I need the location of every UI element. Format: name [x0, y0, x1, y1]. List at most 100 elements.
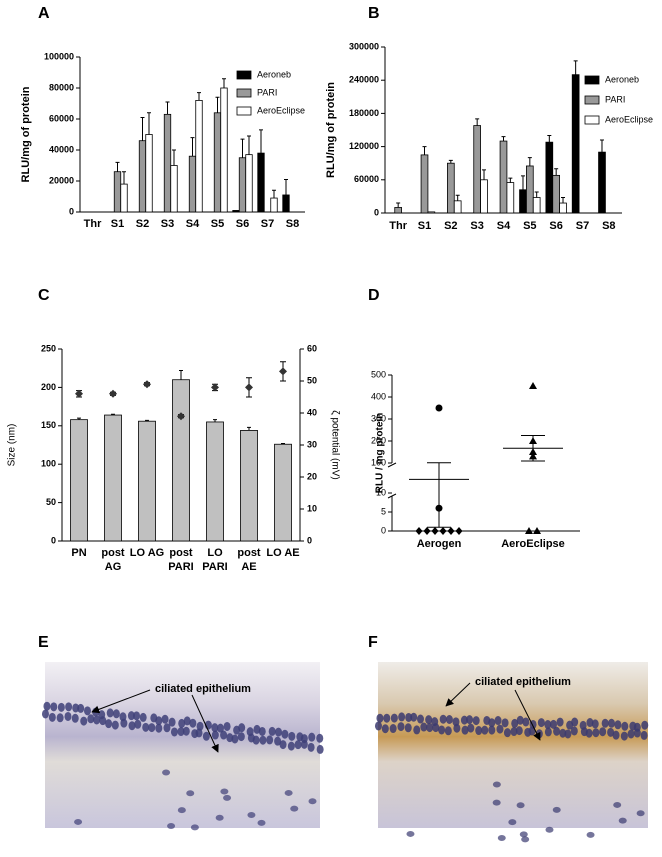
- nucleus: [475, 726, 483, 736]
- nucleus: [211, 723, 219, 733]
- nucleus: [511, 718, 519, 728]
- nucleus: [492, 781, 501, 788]
- error-bar: [197, 92, 201, 101]
- nucleus: [461, 725, 469, 735]
- nucleus: [481, 725, 489, 735]
- nucleus: [294, 740, 302, 750]
- legend-label: Aeroneb: [605, 74, 639, 84]
- image-f: ciliated epithelium F: [368, 634, 649, 843]
- legend-label: AeroEclipse: [257, 105, 305, 115]
- nucleus: [92, 707, 100, 717]
- nucleus: [195, 728, 203, 738]
- bar: [473, 125, 481, 214]
- nucleus: [586, 831, 595, 838]
- bar: [427, 211, 436, 214]
- bar: [213, 112, 222, 213]
- nucleus: [496, 724, 504, 734]
- nucleus: [383, 713, 391, 723]
- point: [279, 367, 287, 376]
- x-tick-label: LO AG: [130, 547, 164, 559]
- nucleus: [65, 702, 73, 712]
- x-tick-label: Thr: [389, 220, 407, 232]
- bar: [598, 151, 606, 214]
- error-bar: [554, 168, 559, 176]
- nuclei: [41, 701, 324, 831]
- nucleus: [155, 723, 163, 733]
- nucleus: [544, 720, 552, 730]
- nucleus: [444, 726, 452, 736]
- nucleus: [163, 723, 171, 733]
- nucleus: [633, 728, 641, 738]
- error-bar: [508, 177, 513, 183]
- error-bar: [140, 116, 145, 141]
- nucleus: [404, 723, 412, 733]
- nucleus: [120, 718, 128, 728]
- y-tick-label: 250: [41, 343, 56, 353]
- nucleus: [425, 715, 433, 725]
- nucleus: [50, 702, 58, 712]
- nucleus: [112, 709, 120, 719]
- y-tick-label: 100000: [44, 51, 74, 61]
- panel-label: C: [38, 287, 50, 304]
- y-tick-label: 0: [51, 535, 56, 545]
- nucleus: [620, 731, 628, 741]
- bar: [571, 74, 580, 214]
- point: [423, 527, 431, 535]
- nucleus: [516, 715, 524, 725]
- y-tick-label: 0: [374, 207, 379, 217]
- y-tick-label: 10: [376, 487, 386, 497]
- histology-image: [45, 662, 320, 828]
- x-tick-label: S1: [418, 220, 431, 232]
- error-bar: [396, 202, 401, 208]
- error-bar: [448, 159, 453, 164]
- y-tick-label: 180000: [349, 108, 379, 118]
- nucleus: [641, 720, 649, 730]
- nucleus: [537, 718, 545, 728]
- nucleus: [501, 718, 509, 728]
- nucleus: [621, 721, 629, 731]
- bar: [220, 87, 228, 213]
- error-bar: [240, 138, 245, 158]
- nucleus: [439, 714, 447, 724]
- nucleus: [410, 712, 418, 722]
- nucleus: [614, 720, 622, 730]
- nucleus: [510, 727, 518, 737]
- nucleus: [189, 718, 197, 728]
- y-axis-title: RLU/mg of protein: [325, 82, 337, 178]
- y-tick-label: 60000: [354, 174, 379, 184]
- x-tick-label: S5: [523, 220, 536, 232]
- y2-tick-label: 60: [307, 343, 317, 353]
- y-tick-label: 0: [381, 525, 386, 535]
- panel-label: E: [38, 634, 49, 651]
- nucleus: [182, 726, 190, 736]
- y-axis-title: RLU/mg of protein: [20, 86, 32, 182]
- x-tick-label: S7: [261, 218, 274, 230]
- bar: [195, 100, 203, 213]
- bar: [70, 419, 88, 542]
- bar: [163, 113, 172, 213]
- nucleus: [420, 722, 428, 732]
- nucleus: [217, 723, 225, 733]
- x-tick-label: S5: [211, 218, 224, 230]
- error-bar: [599, 139, 604, 153]
- nucleus: [238, 723, 246, 733]
- nucleus: [64, 711, 72, 721]
- x-tick-label: PN: [71, 547, 86, 559]
- error-bar: [561, 197, 566, 204]
- nucleus: [607, 727, 615, 737]
- nucleus: [74, 818, 83, 825]
- nucleus: [177, 807, 186, 814]
- nucleus: [142, 722, 150, 732]
- nuclei: [374, 712, 649, 843]
- point: [109, 389, 117, 398]
- x-tick-label: S3: [161, 218, 174, 230]
- x-tick-label: S8: [286, 218, 299, 230]
- error-bar: [147, 112, 151, 135]
- annotation: ciliated epithelium: [475, 676, 571, 688]
- nucleus: [202, 731, 210, 741]
- x-tick-label: LO AE: [266, 547, 299, 559]
- x-tick-label: post AG: [101, 547, 125, 573]
- nucleus: [284, 789, 293, 796]
- nucleus: [190, 824, 199, 831]
- legend-swatch: [236, 106, 252, 116]
